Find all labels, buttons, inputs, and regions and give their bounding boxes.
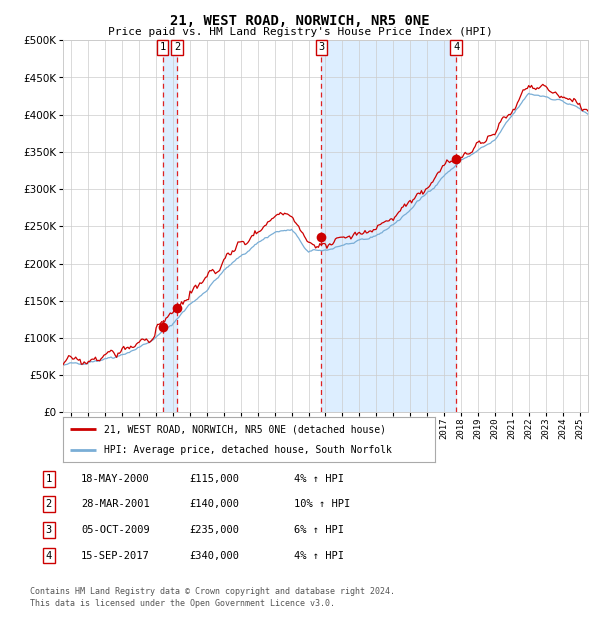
- Text: 1: 1: [160, 42, 166, 52]
- Text: £140,000: £140,000: [189, 499, 239, 509]
- Text: 3: 3: [319, 42, 325, 52]
- Text: 10% ↑ HPI: 10% ↑ HPI: [294, 499, 350, 509]
- Text: 18-MAY-2000: 18-MAY-2000: [81, 474, 150, 484]
- Text: 2: 2: [46, 499, 52, 509]
- Text: Price paid vs. HM Land Registry's House Price Index (HPI): Price paid vs. HM Land Registry's House …: [107, 27, 493, 37]
- Text: 1: 1: [46, 474, 52, 484]
- Text: 2: 2: [174, 42, 180, 52]
- Text: 3: 3: [46, 525, 52, 535]
- Bar: [322, 40, 456, 412]
- Text: Contains HM Land Registry data © Crown copyright and database right 2024.: Contains HM Land Registry data © Crown c…: [30, 587, 395, 596]
- Text: 4% ↑ HPI: 4% ↑ HPI: [294, 551, 344, 560]
- Text: 28-MAR-2001: 28-MAR-2001: [81, 499, 150, 509]
- Text: £115,000: £115,000: [189, 474, 239, 484]
- Text: 15-SEP-2017: 15-SEP-2017: [81, 551, 150, 560]
- Text: £235,000: £235,000: [189, 525, 239, 535]
- Text: 4: 4: [46, 551, 52, 560]
- Text: 4: 4: [453, 42, 459, 52]
- Text: 21, WEST ROAD, NORWICH, NR5 0NE: 21, WEST ROAD, NORWICH, NR5 0NE: [170, 14, 430, 28]
- Text: HPI: Average price, detached house, South Norfolk: HPI: Average price, detached house, Sout…: [104, 445, 392, 455]
- Text: 05-OCT-2009: 05-OCT-2009: [81, 525, 150, 535]
- Bar: [163, 40, 177, 412]
- Text: 21, WEST ROAD, NORWICH, NR5 0NE (detached house): 21, WEST ROAD, NORWICH, NR5 0NE (detache…: [104, 424, 386, 435]
- Text: 4% ↑ HPI: 4% ↑ HPI: [294, 474, 344, 484]
- Text: £340,000: £340,000: [189, 551, 239, 560]
- Text: This data is licensed under the Open Government Licence v3.0.: This data is licensed under the Open Gov…: [30, 598, 335, 608]
- Text: 6% ↑ HPI: 6% ↑ HPI: [294, 525, 344, 535]
